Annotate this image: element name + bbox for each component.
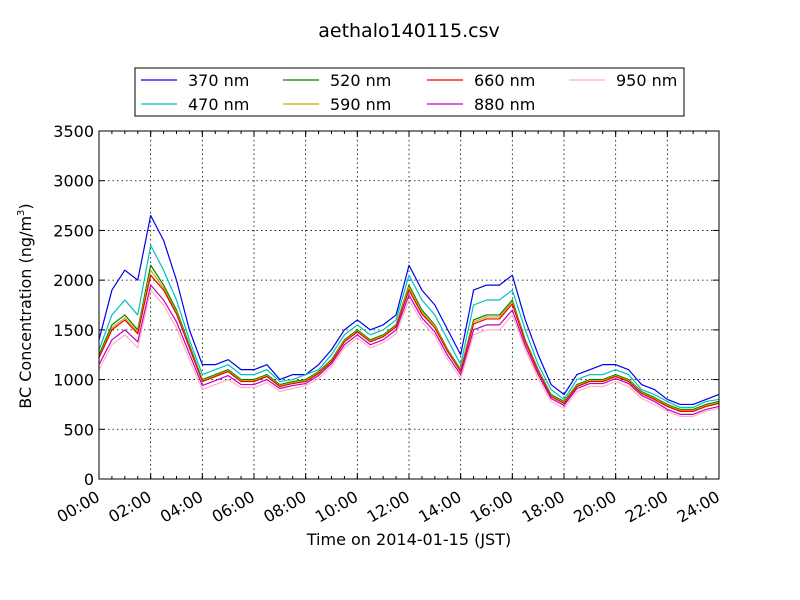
x-tick-label: 02:00 — [105, 487, 154, 527]
series-line-950-nm — [98, 289, 720, 417]
x-tick-label: 12:00 — [364, 487, 413, 527]
y-axis-label-sup: 3 — [16, 210, 27, 216]
y-tick-label: 500 — [63, 420, 94, 439]
chart-title: aethalo140115.csv — [318, 20, 500, 42]
legend-box — [134, 67, 685, 117]
y-tick-label: 1500 — [53, 321, 94, 340]
legend-label: 660 nm — [474, 71, 535, 90]
series-line-660-nm — [98, 274, 720, 412]
series-line-470-nm — [98, 244, 720, 409]
x-tick-label: 20:00 — [570, 487, 619, 527]
plot-area: 00:00 02:00 04:00 06:00 08:00 10:00 12:00 14:00… — [53, 122, 723, 527]
y-tick-label: 3000 — [53, 172, 94, 191]
y-axis-label: BC Concentration (ng/m3) — [16, 203, 35, 408]
x-tick-label: 10:00 — [312, 487, 361, 527]
plot-frame — [98, 130, 720, 480]
x-tick-label: 16:00 — [467, 487, 516, 527]
y-tick-label: 0 — [84, 470, 94, 489]
x-tick-label: 00:00 — [54, 487, 103, 527]
series-line-370-nm — [98, 214, 720, 406]
y-axis-label-main: BC Concentration (ng/m — [16, 216, 35, 409]
legend-label: 520 nm — [330, 71, 391, 90]
legend-label: 950 nm — [616, 71, 677, 90]
x-axis-label: Time on 2014-01-15 (JST) — [306, 530, 511, 549]
x-tick-label: 22:00 — [622, 487, 671, 527]
y-tick-label: 2000 — [53, 271, 94, 290]
y-tick-label: 2500 — [53, 221, 94, 240]
series-line-880-nm — [98, 284, 720, 415]
legend-label: 470 nm — [188, 95, 249, 114]
y-tick-label: 3500 — [53, 122, 94, 141]
x-tick-label: 08:00 — [260, 487, 309, 527]
x-tick-label: 24:00 — [674, 487, 723, 527]
y-tick-label: 1000 — [53, 371, 94, 390]
x-tick-label: 06:00 — [209, 487, 258, 527]
x-tick-label: 04:00 — [157, 487, 206, 527]
x-tick-label: 14:00 — [415, 487, 464, 527]
legend: 370 nm 470 nm 520 nm 590 nm 660 nm 880 nm 950 … — [134, 67, 685, 117]
x-tick-label: 18:00 — [519, 487, 568, 527]
y-axis-label-end: ) — [16, 203, 35, 209]
legend-label: 590 nm — [330, 95, 391, 114]
legend-label: 880 nm — [474, 95, 535, 114]
legend-label: 370 nm — [188, 71, 249, 90]
